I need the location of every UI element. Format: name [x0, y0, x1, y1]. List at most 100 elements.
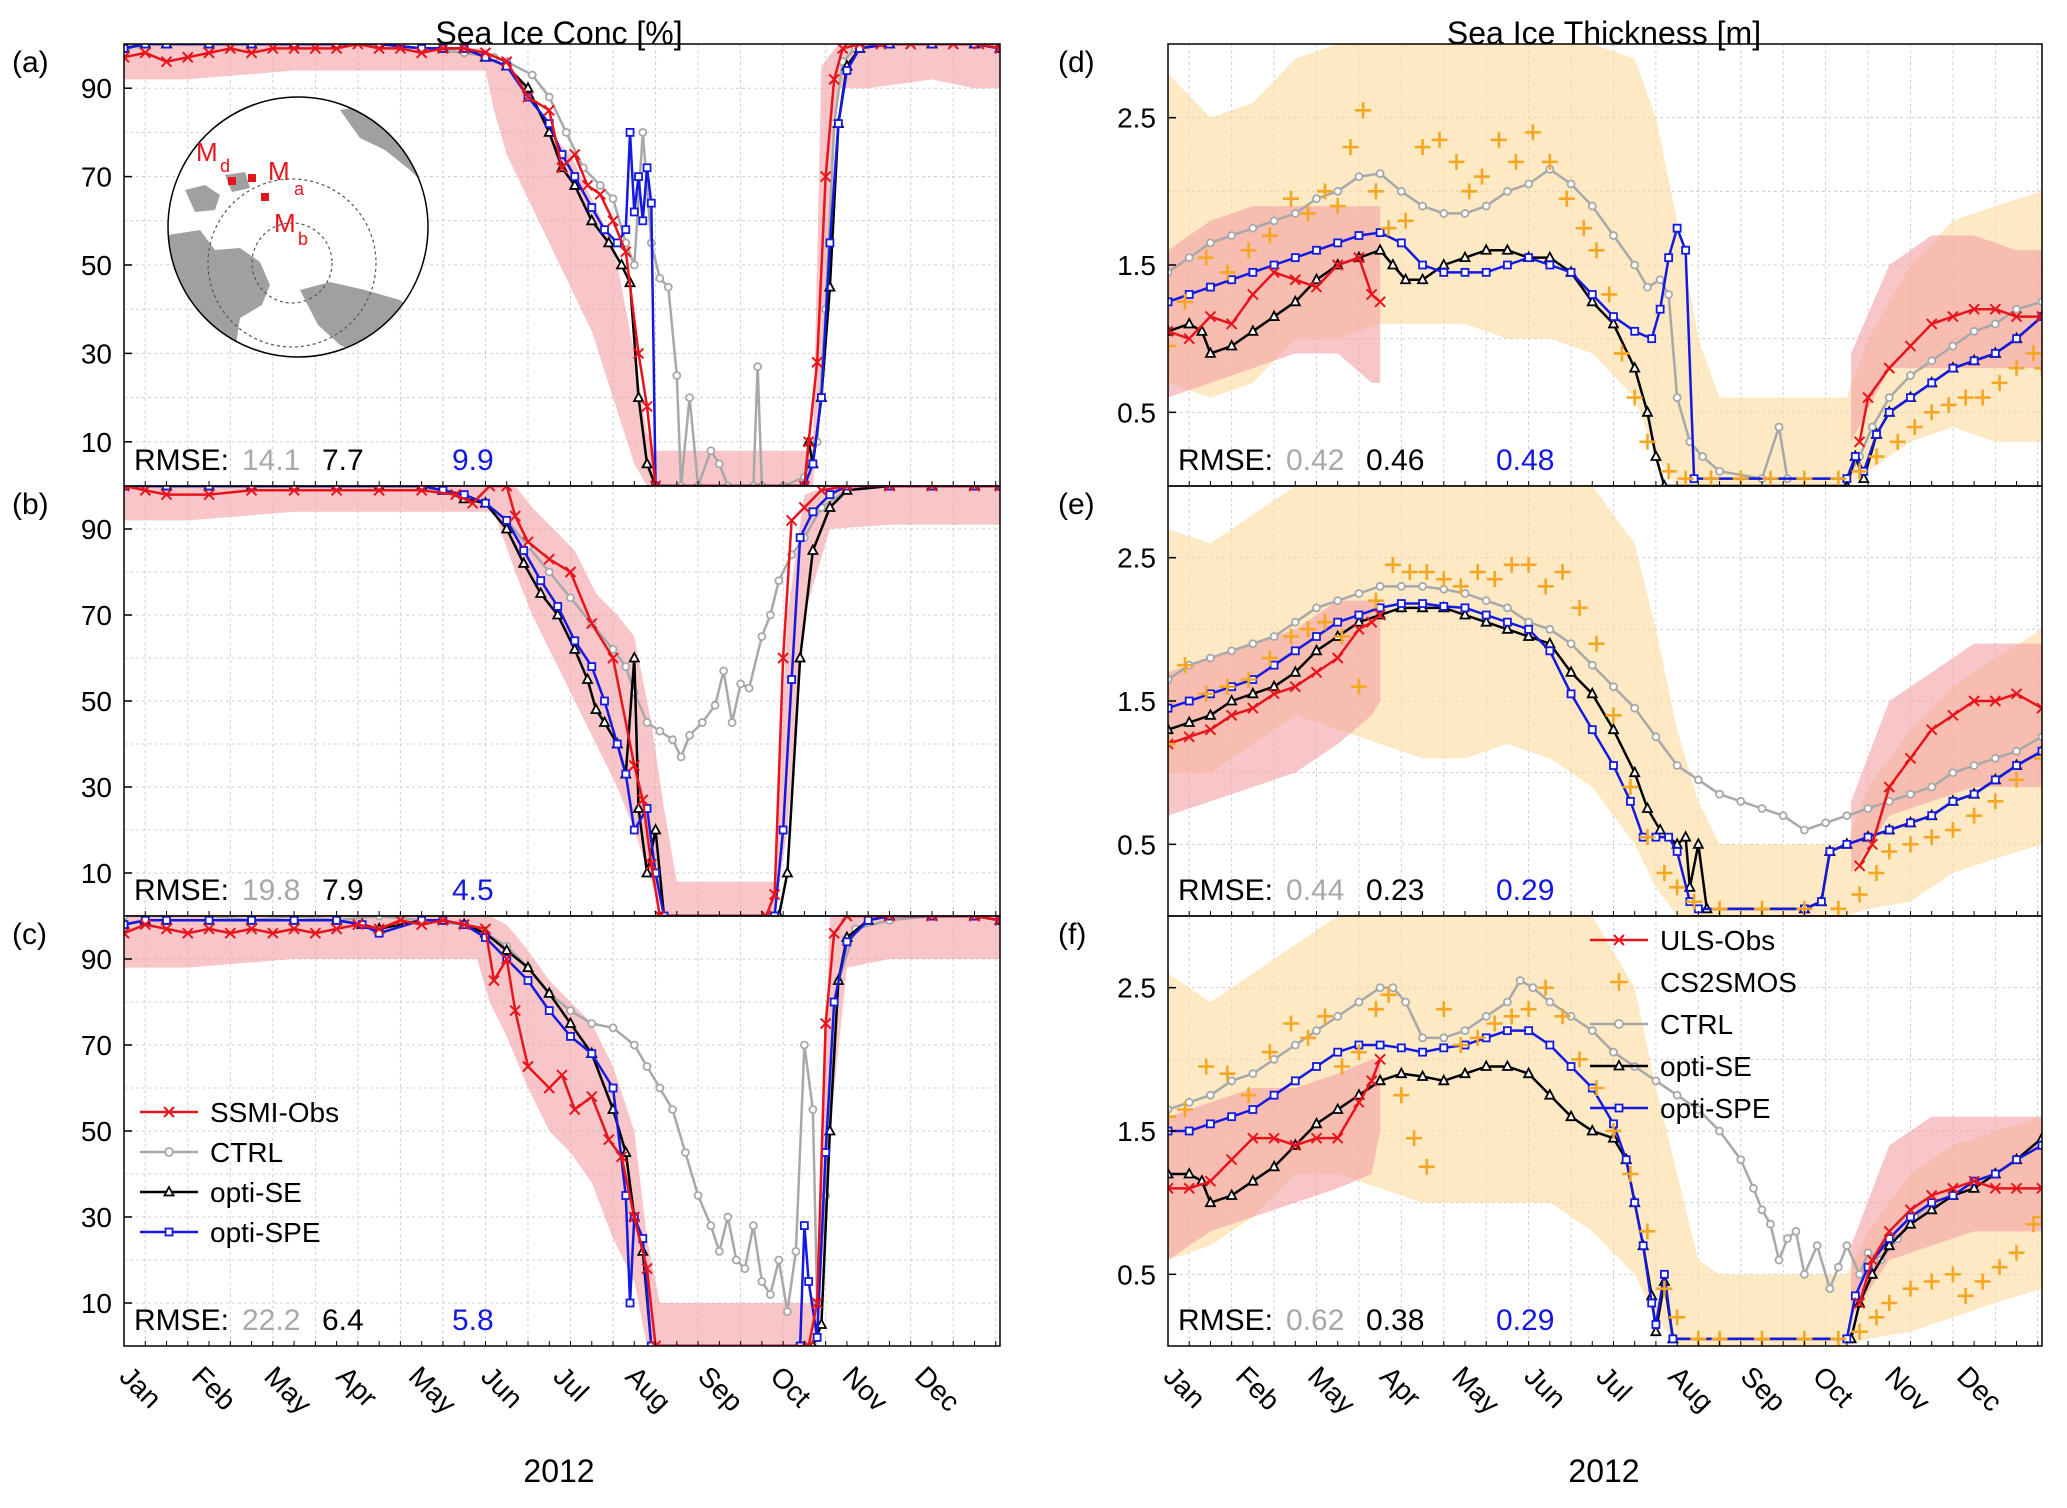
series-ctrl-point	[1833, 1262, 1843, 1272]
series-ctrl-point	[608, 1023, 618, 1033]
x-axis-label-left: 2012	[523, 1453, 594, 1489]
series-opti-spe-line	[124, 916, 1000, 1346]
series-opti-spe-point	[1816, 897, 1826, 907]
series-cs2smos-point	[1486, 1015, 1503, 1032]
series-opti-spe-point	[1630, 1198, 1640, 1208]
y-tick-label: 30	[81, 338, 112, 369]
series-opti-spe-point	[1872, 430, 1881, 439]
series-cs2smos-point	[1575, 220, 1592, 237]
series-opti-se-point	[628, 651, 641, 663]
series-ctrl-point	[1184, 253, 1194, 263]
series-ctrl-point	[1515, 976, 1525, 985]
series-obs-point	[968, 916, 981, 922]
y-tick-label: 10	[81, 427, 112, 458]
series-ctrl-point	[629, 1040, 639, 1050]
series-cs2smos-point	[1639, 829, 1656, 846]
series-obs-point	[1989, 695, 2002, 707]
series-cs2smos-point	[1613, 345, 1630, 362]
series-ctrl-point	[740, 1264, 750, 1273]
series-ctrl-point	[655, 273, 665, 283]
mooring-b-label: M	[274, 208, 296, 238]
series-obs-point	[2036, 1182, 2042, 1195]
series-obs-point	[160, 923, 173, 935]
series-opti-spe-point	[1524, 624, 1534, 634]
y-tick-label: 50	[81, 686, 112, 717]
series-obs-point	[904, 44, 917, 50]
series-opti-spe-point	[1206, 1119, 1215, 1129]
mooring-b-marker	[261, 193, 269, 201]
series-opti-se-point	[1168, 1167, 1174, 1179]
series-ctrl-point	[1715, 466, 1724, 476]
mooring-a-label: M	[268, 156, 290, 186]
series-obs-point	[637, 794, 649, 806]
series-obs-point	[330, 486, 343, 497]
series-cs2smos-point	[1605, 707, 1622, 724]
series-opti-se-point	[500, 943, 513, 955]
series-ctrl-point	[1269, 632, 1279, 641]
series-cs2smos-point	[1300, 1029, 1317, 1046]
series-obs-point	[1904, 1204, 1917, 1216]
series-ctrl-point	[753, 362, 763, 372]
series-opti-spe-point	[1333, 238, 1343, 248]
series-opti-se-point	[1565, 1109, 1578, 1122]
y-tick-label: 0.5	[1117, 1259, 1156, 1290]
series-ctrl-point	[1418, 1033, 1427, 1043]
series-ctrl-point	[608, 645, 618, 654]
series-ctrl-point	[1290, 1040, 1300, 1050]
series-obs-point	[836, 44, 849, 55]
series-cs2smos-point	[1571, 599, 1588, 616]
series-opti-spe-point	[1439, 1043, 1449, 1053]
series-cs2smos-point	[1198, 685, 1215, 702]
series-ctrl-point	[1439, 209, 1449, 218]
series-cs2smos-point	[1830, 470, 1847, 486]
series-opti-spe-point	[481, 498, 490, 508]
series-ctrl-point	[799, 1040, 809, 1050]
series-opti-se-point	[615, 258, 628, 270]
series-obs-point	[556, 1069, 568, 1081]
series-obs-point	[569, 1103, 581, 1116]
inset-lat-circle	[207, 178, 377, 348]
series-cs2smos-point	[1350, 678, 1367, 695]
series-cs2smos-point	[1974, 1273, 1991, 1290]
series-opti-spe-point	[1587, 290, 1597, 299]
series-opti-spe-point	[332, 916, 342, 925]
series-opti-se-point	[1501, 622, 1514, 634]
series-cs2smos-point	[1868, 448, 1885, 465]
x-tick-label: Apr	[1374, 1360, 1427, 1413]
x-tick-label: May	[258, 1360, 317, 1419]
series-obs-point	[245, 923, 258, 935]
series-cs2smos-point	[1503, 556, 1520, 573]
series-ctrl-point	[1774, 422, 1784, 432]
series-opti-spe-point	[1948, 1191, 1958, 1200]
series-opti-se-point	[551, 608, 564, 620]
series-ctrl-point	[1693, 775, 1703, 785]
series-opti-se-point	[1458, 608, 1471, 620]
series-opti-se-point	[1501, 243, 1514, 255]
rmse-opti-spe-value: 0.48	[1496, 444, 1554, 477]
series-opti-spe-point	[1969, 789, 1979, 799]
series-opti-spe-point	[1312, 245, 1321, 255]
series-ctrl-point	[1855, 1269, 1864, 1279]
series-opti-spe-point	[821, 1148, 831, 1157]
series-obs-line	[1858, 307, 2042, 443]
series-opti-se-point	[1641, 801, 1654, 813]
series-cs2smos-point	[1240, 1087, 1257, 1104]
series-opti-spe-point	[1990, 775, 2000, 785]
series-opti-spe-point	[1503, 260, 1512, 270]
x-tick-label: Jun	[1518, 1360, 1572, 1414]
series-cs2smos-point	[1537, 578, 1554, 595]
x-tick-label: May	[1302, 1360, 1361, 1419]
series-obs-point	[139, 486, 151, 497]
series-opti-se-point	[534, 586, 547, 598]
series-ctrl-point	[1354, 997, 1364, 1007]
series-opti-se-point	[1628, 361, 1641, 373]
y-tick-label: 90	[81, 73, 112, 104]
series-opti-se-point	[1331, 1102, 1344, 1114]
series-opti-spe-point	[816, 393, 826, 403]
series-cs2smos-point	[1333, 628, 1350, 645]
series-obs-point	[586, 617, 598, 630]
y-tick-label: 2.5	[1117, 103, 1156, 134]
series-opti-spe-point	[885, 916, 894, 921]
legend-label: CTRL	[1660, 1009, 1733, 1040]
series-opti-spe-point	[646, 198, 656, 208]
